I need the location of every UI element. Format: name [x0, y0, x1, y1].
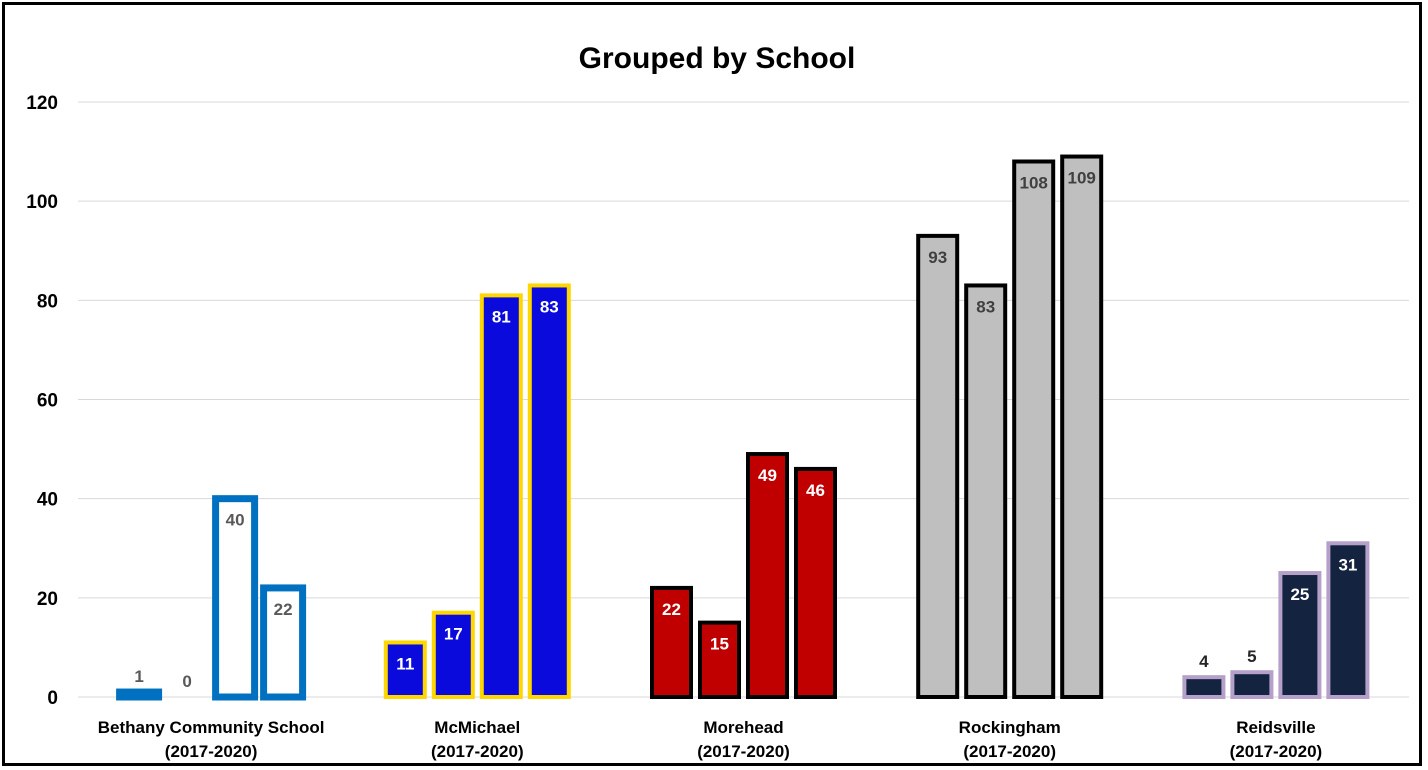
chart-title: Grouped by School: [579, 42, 856, 75]
y-tick-label: 60: [37, 391, 58, 412]
x-category-sublabel: (2017-2020): [165, 742, 258, 761]
x-category-sublabel: (2017-2020): [963, 742, 1056, 761]
data-label: 22: [274, 600, 293, 619]
data-label: 22: [662, 600, 681, 619]
y-tick-label: 0: [47, 688, 58, 709]
y-tick-label: 120: [26, 93, 58, 114]
data-label: 1: [134, 667, 143, 686]
data-label: 46: [806, 481, 825, 500]
bar: [794, 466, 837, 699]
x-category-sublabel: (2017-2020): [1230, 742, 1323, 761]
bar: [964, 283, 1008, 699]
x-axis-categories: Bethany Community School (2017-2020) McMic…: [98, 718, 1322, 761]
data-label: 108: [1020, 174, 1048, 193]
y-tick-label: 40: [37, 490, 58, 511]
bar: [527, 283, 571, 699]
data-label: 81: [492, 307, 511, 326]
data-label: 15: [710, 635, 729, 654]
x-category-label: McMichael: [434, 718, 520, 737]
x-category-label: Bethany Community School: [98, 718, 325, 737]
bar: [1230, 670, 1274, 699]
bars: [116, 154, 1370, 701]
data-label: 11: [396, 654, 414, 673]
bar: [650, 585, 693, 700]
bar: [916, 233, 960, 699]
y-tick-label: 20: [37, 589, 58, 610]
x-category-label: Morehead: [703, 718, 783, 737]
data-label: 83: [976, 297, 995, 316]
data-label: 31: [1338, 555, 1357, 574]
x-category-sublabel: (2017-2020): [431, 742, 524, 761]
data-label: 40: [226, 511, 245, 530]
y-tick-label: 100: [26, 192, 58, 213]
bar: [1326, 541, 1370, 700]
data-label: 109: [1068, 169, 1096, 188]
bar: [116, 688, 163, 701]
data-label: 49: [758, 466, 777, 485]
bar: [1012, 159, 1056, 699]
x-category-sublabel: (2017-2020): [697, 742, 790, 761]
bar: [1182, 675, 1226, 700]
bar: [746, 452, 789, 699]
data-label: 25: [1290, 585, 1309, 604]
data-label: 93: [928, 248, 947, 267]
data-label: 5: [1247, 647, 1256, 666]
bar: [1278, 571, 1322, 700]
data-label: 83: [540, 297, 559, 316]
data-label: 17: [444, 625, 463, 644]
bar: [431, 610, 475, 699]
bar: [260, 584, 307, 701]
x-category-label: Rockingham: [959, 718, 1061, 737]
bar: [479, 293, 523, 699]
y-axis-ticks: 0 20 40 60 80 100 120: [26, 93, 58, 709]
data-label: 4: [1199, 652, 1209, 671]
data-labels: 1 0 40 22 11 17 81 83 22 15 49 46 93 83 108 109 4 5 25 31: [134, 169, 1357, 691]
grouped-bar-chart: Grouped by School 0 20 40 60 80 100 120 1 0 40 22…: [26, 42, 1409, 761]
data-label: 0: [182, 672, 191, 691]
bar: [698, 620, 741, 699]
x-category-label: Reidsville: [1236, 718, 1315, 737]
bar: [212, 495, 259, 701]
bar: [1060, 154, 1104, 699]
bar: [383, 640, 427, 699]
y-tick-label: 80: [37, 291, 58, 312]
